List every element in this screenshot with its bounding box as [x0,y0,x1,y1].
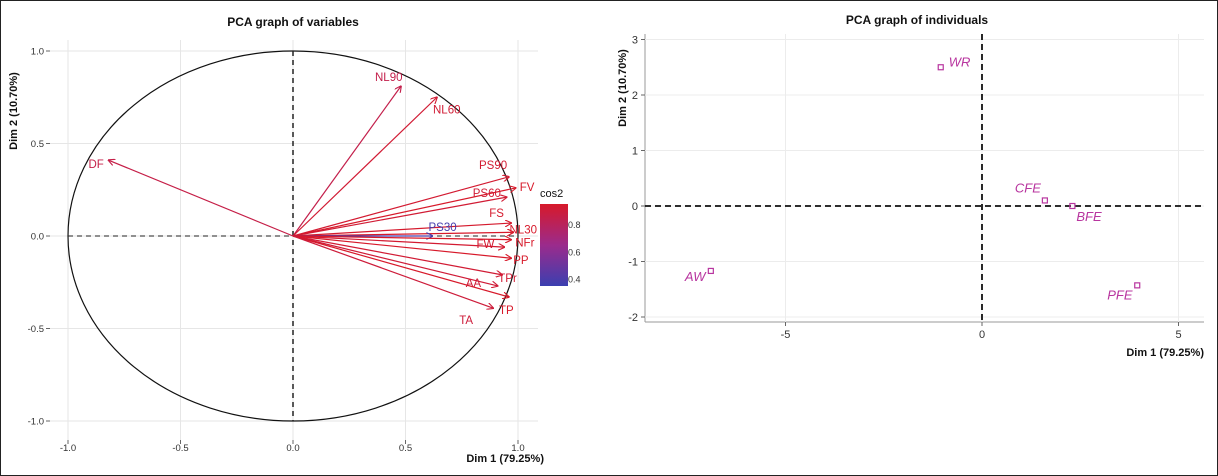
variable-label-ta: TA [459,315,473,327]
variable-arrow-fs [292,223,511,237]
variable-arrow-pp [292,235,511,258]
individuals-x-ticks: -5 0 5 [781,322,1182,341]
individuals-title: PCA graph of individuals [846,13,989,27]
individual-point-cfe [1041,197,1048,204]
variable-label-nl60: NL60 [433,104,461,116]
individuals-y-ticks: 3 2 1 0 -1 -2 [628,35,645,324]
individual-label-cfe: CFE [1015,180,1041,195]
variables-ylabel: Dim 2 (10.70%) [8,72,20,150]
variable-label-pp: PP [513,255,529,267]
variable-arrow-nfr [292,235,511,240]
variable-label-aa: AA [466,278,482,290]
x-tick-label: -0.5 [172,443,188,454]
y-tick-label: -0.5 [28,324,44,335]
y-tick-label: 0.0 [31,232,44,243]
variable-arrow-aa [292,235,498,286]
variable-label-ps60: PS60 [473,188,501,200]
variable-label-fs: FS [489,208,504,220]
x-tick-label: 0 [979,329,985,341]
variable-label-fv: FV [520,182,535,194]
variable-label-ps30: PS30 [429,222,457,234]
y-tick-label: -1 [628,257,638,269]
individual-label-bfe: BFE [1076,209,1102,224]
variable-arrow-ta [292,235,493,308]
individuals-chart: PCA graph of individuals WR CFE BFE AW PFE -… [617,13,1204,359]
y-tick-label: 0.5 [31,139,44,150]
legend-ticks: 0.8 0.6 0.4 [568,220,581,285]
variables-chart: PCA graph of variables NL90 NL60 DF PS90 FV P… [8,15,581,465]
individuals-xlabel: Dim 1 (79.25%) [1126,347,1204,359]
y-tick-label: 1.0 [31,47,44,58]
x-tick-label: -1.0 [60,443,76,454]
variables-xlabel: Dim 1 (79.25%) [466,453,544,465]
legend-title: cos2 [540,188,563,200]
legend-color-bar [540,204,568,286]
variable-label-df: DF [89,159,104,171]
y-tick-label: 1 [632,146,638,158]
variable-label-nl90: NL90 [375,72,403,84]
y-tick-label: 2 [632,90,638,102]
legend-tick-label: 0.4 [568,275,581,285]
variable-arrow-nl60 [292,97,437,237]
legend-tick-label: 0.8 [568,220,581,230]
variable-arrow-ps90 [292,177,509,237]
variable-label-nfr: NFr [515,238,534,250]
variable-label-ps90: PS90 [479,160,507,172]
variables-y-ticks: -1.0 -0.5 0.0 0.5 1.0 [28,47,50,428]
variable-label-fw: FW [477,239,495,251]
variables-grid [50,40,538,440]
y-tick-label: 3 [632,35,638,47]
x-tick-label: 0.0 [286,443,299,454]
legend-tick-label: 0.6 [568,247,581,257]
variable-arrow-nl90 [292,86,401,237]
x-tick-label: 0.5 [399,443,412,454]
cos2-legend: cos2 0.8 0.6 0.4 [540,188,581,286]
individual-points: WR CFE BFE AW PFE [684,54,1141,302]
y-tick-label: 0 [632,201,638,213]
individuals-grid [645,34,1204,322]
y-tick-label: -1.0 [28,417,44,428]
variable-label-tp: TP [499,305,514,317]
y-tick-label: -2 [628,312,638,324]
individual-label-pfe: PFE [1107,287,1133,302]
variable-arrow-nl30 [292,232,514,237]
individual-label-wr: WR [949,54,971,69]
individual-label-aw: AW [684,269,707,284]
variable-labels: NL90 NL60 DF PS90 FV PS60 FS NL30 PS30 NFr FW PP TPr… [89,72,538,327]
variable-arrows [109,86,516,308]
variable-arrow-df [109,160,294,237]
variable-arrow-fv [292,188,516,237]
variable-arrow-tpr [292,235,502,275]
x-tick-label: 5 [1175,329,1181,341]
variable-arrow-tp [292,235,509,297]
variable-label-tpr: TPr [498,273,517,285]
x-tick-label: -5 [781,329,791,341]
x-tick-label: 1.0 [511,443,524,454]
individual-point-pfe [1134,282,1141,289]
variables-x-ticks: -1.0 -0.5 0.0 0.5 1.0 [60,440,525,454]
individual-point-aw [707,267,714,275]
individual-point-bfe [1069,202,1076,210]
individuals-ylabel: Dim 2 (10.70%) [617,49,629,127]
variable-arrow-fw [292,235,505,247]
variable-arrow-ps60 [292,197,507,237]
variable-label-nl30: NL30 [510,224,538,236]
variables-title: PCA graph of variables [227,15,359,29]
individual-point-wr [937,64,944,71]
